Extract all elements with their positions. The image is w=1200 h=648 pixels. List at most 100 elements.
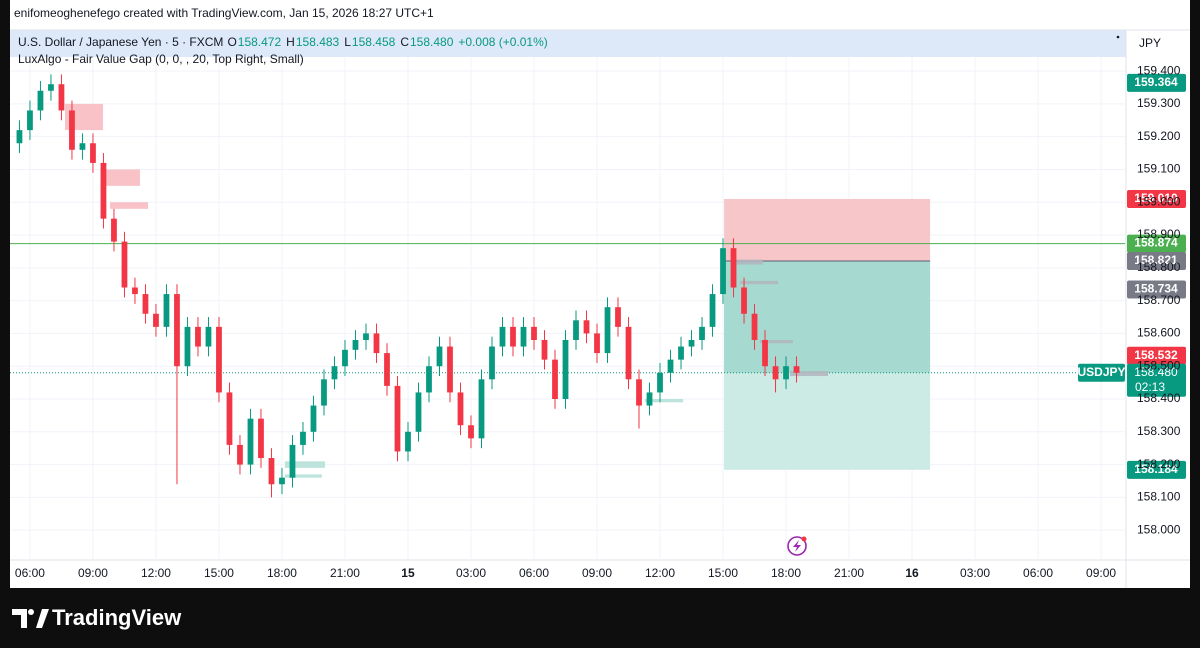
fvg-box	[284, 474, 322, 478]
ohlc-key: L	[344, 35, 351, 49]
candle-body	[90, 143, 96, 163]
ohlc-key: O	[227, 35, 236, 49]
candle-body	[342, 349, 348, 367]
candle-body	[321, 379, 327, 406]
x-tick-label: 06:00	[1023, 566, 1053, 580]
candle-body	[510, 326, 516, 347]
candle-body	[405, 431, 411, 452]
x-tick-label: 09:00	[582, 566, 612, 580]
y-tick-label: 159.100	[1137, 162, 1181, 176]
y-tick-label: 158.000	[1137, 522, 1181, 536]
x-tick-label: 15:00	[708, 566, 738, 580]
candle-body	[783, 366, 789, 380]
price-label-box	[1127, 363, 1186, 397]
ohlc-value: 158.458	[352, 35, 396, 49]
ohlc-value: 158.472	[238, 35, 282, 49]
y-tick-label: 159.000	[1137, 194, 1181, 208]
candle-body	[16, 130, 23, 144]
candle-body	[583, 320, 590, 334]
change: +0.008 (+0.01%)	[458, 35, 547, 49]
candle-body	[594, 333, 600, 354]
brand: TradingView	[52, 605, 182, 630]
x-tick-label: 16	[905, 566, 919, 580]
candle-body	[489, 346, 495, 380]
currency: JPY	[1139, 36, 1161, 50]
fvg-box	[103, 169, 141, 186]
x-tick-label: 03:00	[960, 566, 990, 580]
price-label: 158.480	[1134, 365, 1178, 379]
candle-body	[289, 444, 296, 478]
y-tick-label: 159.300	[1137, 96, 1181, 110]
flash-bolt	[793, 540, 801, 552]
countdown: 02:13	[1135, 380, 1165, 394]
candle-body	[699, 326, 705, 340]
x-tick-label: 18:00	[267, 566, 297, 580]
x-tick-label: 09:00	[78, 566, 108, 580]
candle-body	[363, 333, 369, 340]
x-tick-label: 06:00	[519, 566, 549, 580]
candle-body	[27, 110, 33, 131]
candle-body	[226, 392, 233, 445]
price-label-box	[1127, 189, 1186, 208]
y-tick-label: 158.100	[1137, 490, 1181, 504]
legend-band	[10, 30, 1126, 57]
y-tick-label: 158.300	[1137, 424, 1181, 438]
fvg-box	[645, 399, 684, 403]
candle-body	[310, 405, 317, 432]
x-tick-label: 06:00	[15, 566, 45, 580]
logo-part	[36, 609, 49, 628]
x-tick-label: 21:00	[834, 566, 864, 580]
candle-body	[48, 84, 54, 91]
price-label-box	[1127, 234, 1186, 253]
candle-body	[552, 359, 558, 400]
candle-body	[678, 346, 684, 360]
symbol-title: U.S. Dollar / Japanese Yen · 5 · FXCM	[18, 35, 223, 49]
candle-body	[709, 294, 716, 327]
x-tick-label: 03:00	[456, 566, 486, 580]
candle-body	[447, 346, 453, 393]
menu-dot	[1116, 35, 1120, 39]
price-label: 158.532	[1134, 348, 1178, 362]
candle-body	[436, 346, 443, 367]
candle-body	[247, 418, 254, 465]
candle-body	[667, 359, 674, 373]
brand-logo	[12, 609, 49, 628]
candle-body	[268, 458, 275, 485]
ohlc-value: 158.480	[410, 35, 454, 49]
candle-body	[258, 418, 264, 459]
candle-body	[741, 287, 747, 314]
price-label-box	[1127, 460, 1186, 479]
candle-body	[604, 307, 611, 354]
ohlc-key: H	[286, 35, 295, 49]
fvg-box	[109, 202, 148, 209]
candle-body	[58, 84, 65, 111]
candle-body	[100, 162, 107, 219]
candle-body	[688, 339, 695, 347]
symbol-name: USDJPY	[1077, 365, 1125, 379]
candle-body	[300, 431, 306, 445]
y-tick-label: 158.400	[1137, 391, 1181, 405]
price-label-box	[1127, 280, 1186, 299]
x-tick-label: 21:00	[330, 566, 360, 580]
flash-dot	[801, 536, 807, 542]
candle-body	[762, 339, 768, 367]
candle-body	[457, 392, 464, 426]
candle-body	[111, 218, 117, 242]
candle-body	[646, 392, 653, 406]
candle-body	[153, 313, 159, 327]
candle-body	[562, 339, 569, 400]
candle-body	[720, 248, 726, 295]
overlay: 159.364 159.010 158.874 158.821 158.734 158.5…	[1077, 73, 1186, 479]
price-label-box	[1127, 346, 1186, 365]
candle-body	[394, 385, 401, 452]
candle-body	[499, 326, 506, 347]
price-label-box	[1127, 251, 1186, 270]
y-tick-label: 158.200	[1137, 457, 1181, 471]
price-label: 159.010	[1134, 191, 1178, 205]
candle-body	[426, 366, 432, 393]
candle-body	[541, 339, 548, 360]
candle-body	[205, 326, 212, 347]
fvg-box	[734, 259, 763, 265]
flash-icon	[787, 536, 807, 556]
